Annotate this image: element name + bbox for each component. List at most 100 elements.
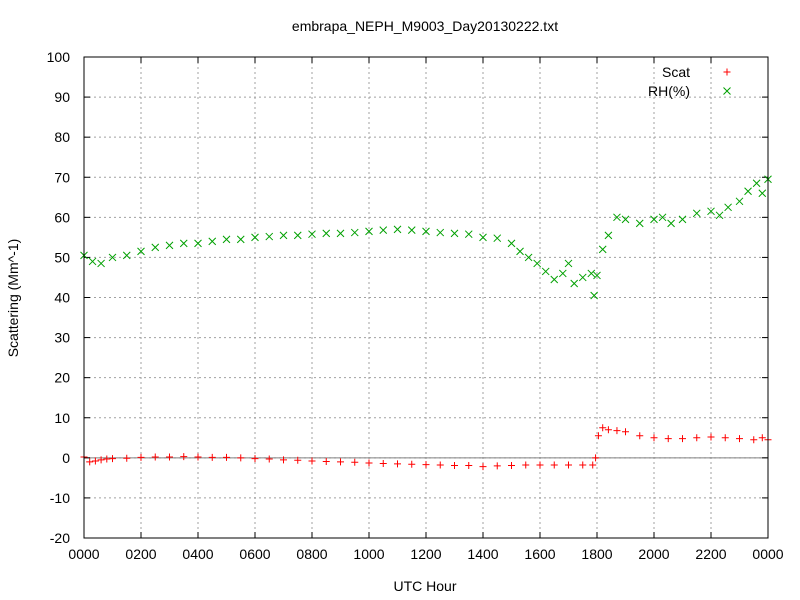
x-tick-label: 1200 xyxy=(410,546,441,562)
rh-point xyxy=(590,291,599,300)
scat-point xyxy=(137,453,145,461)
scat-point xyxy=(223,453,230,461)
scat-point xyxy=(465,461,473,469)
y-tick-label: 50 xyxy=(54,249,70,265)
y-tick-label: -10 xyxy=(50,490,70,506)
rh-point xyxy=(758,189,767,198)
y-tick-label: 40 xyxy=(54,290,70,306)
scat-point xyxy=(599,424,607,432)
scat-point xyxy=(707,433,715,441)
rh-point xyxy=(516,247,524,256)
scat-point xyxy=(508,461,515,469)
scat-point xyxy=(280,456,287,464)
scat-point xyxy=(522,461,530,469)
rh-point xyxy=(97,259,105,268)
scat-point xyxy=(237,454,245,462)
scat-point xyxy=(758,434,766,442)
rh-point xyxy=(707,207,715,216)
x-tick-label: 1000 xyxy=(353,546,384,562)
scat-point xyxy=(365,459,373,467)
rh-point xyxy=(541,267,550,276)
y-tick-label: 90 xyxy=(54,89,70,105)
x-tick-label: 2200 xyxy=(695,546,726,562)
y-tick-label: 10 xyxy=(54,410,70,426)
scat-point xyxy=(151,453,159,461)
scat-point xyxy=(493,462,501,470)
scat-point xyxy=(451,461,458,469)
scat-point xyxy=(604,426,612,434)
scat-point xyxy=(550,461,558,469)
rh-point xyxy=(678,215,687,224)
rh-point xyxy=(593,271,601,280)
scat-point xyxy=(589,461,597,469)
rh-point xyxy=(222,235,231,244)
plot-frame xyxy=(83,56,769,539)
scat-point xyxy=(322,457,330,465)
scat-point xyxy=(664,435,672,443)
rh-point xyxy=(570,279,579,288)
x-tick-label: 0600 xyxy=(239,546,270,562)
x-tick-label: 0200 xyxy=(125,546,156,562)
y-tick-label: -20 xyxy=(50,530,70,546)
scat-point xyxy=(579,461,587,469)
scat-point xyxy=(636,432,644,440)
rh-point xyxy=(208,237,217,246)
legend-label-rh: RH(%) xyxy=(648,83,690,99)
scat-point xyxy=(166,453,173,461)
scat-point xyxy=(736,435,743,443)
y-tick-label: 100 xyxy=(47,49,71,65)
legend-scat-marker xyxy=(723,68,731,76)
rh-point xyxy=(450,229,459,238)
rh-point xyxy=(151,243,160,252)
rh-point xyxy=(479,233,487,242)
rh-point xyxy=(550,275,559,284)
rh-point xyxy=(667,219,675,228)
rh-point xyxy=(621,215,630,224)
rh-point xyxy=(122,251,131,260)
rh-point xyxy=(236,235,245,244)
x-tick-label: 0400 xyxy=(182,546,213,562)
scat-point xyxy=(408,460,416,468)
scat-point xyxy=(565,461,572,469)
rh-point xyxy=(533,259,542,268)
scat-point xyxy=(379,459,387,467)
rh-point xyxy=(179,239,188,248)
rh-point xyxy=(464,230,473,239)
y-tick-label: 70 xyxy=(54,169,70,185)
rh-point xyxy=(744,187,752,196)
y-tick-label: 80 xyxy=(54,129,70,145)
rh-point xyxy=(350,228,359,237)
rh-point xyxy=(587,269,596,278)
label-layer: 0000 0200 0400 0600 0800 1000 1200 1400 1600 1800… xyxy=(47,49,784,562)
rh-point xyxy=(336,229,345,238)
scat-point xyxy=(109,455,116,463)
rh-point xyxy=(308,230,316,239)
x-tick-label: 1400 xyxy=(467,546,498,562)
rh-point xyxy=(165,241,174,250)
scat-point xyxy=(194,453,202,461)
rh-point xyxy=(604,231,613,240)
rh-point xyxy=(524,253,533,262)
rh-point xyxy=(715,211,724,220)
rh-point xyxy=(598,245,607,254)
scat-point xyxy=(123,454,131,462)
rh-point xyxy=(692,209,701,218)
scat-point xyxy=(536,461,544,469)
rh-point xyxy=(564,259,573,268)
y-tick-label: 0 xyxy=(62,450,70,466)
rh-point xyxy=(735,197,744,206)
y-axis-label: Scattering (Mm^-1) xyxy=(5,239,21,358)
scat-point xyxy=(650,434,658,442)
rh-point xyxy=(137,247,145,256)
scat-point xyxy=(208,453,216,461)
scat-point xyxy=(679,435,686,443)
scat-point xyxy=(479,463,487,471)
scat-point xyxy=(251,455,259,463)
rh-point xyxy=(613,213,621,222)
scat-point xyxy=(693,434,701,442)
x-tick-label: 2000 xyxy=(638,546,669,562)
legend: Scat RH(%) xyxy=(648,64,731,99)
rh-point xyxy=(752,179,761,188)
scat-point xyxy=(294,456,302,464)
